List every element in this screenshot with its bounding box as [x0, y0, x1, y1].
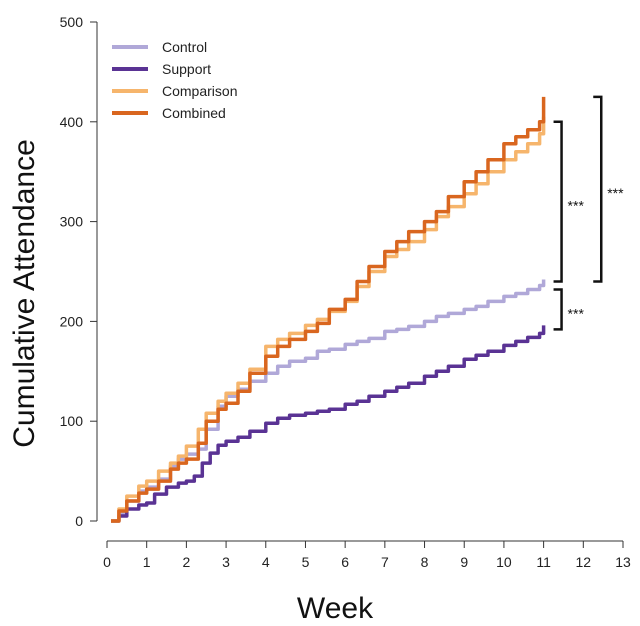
series-line-control — [111, 279, 546, 523]
x-tick-label: 3 — [222, 554, 230, 570]
series-line-comparison — [111, 116, 546, 523]
significance-label: *** — [568, 305, 585, 321]
significance-bracket — [593, 95, 603, 283]
legend-label: Control — [162, 39, 207, 55]
x-tick-label: 10 — [496, 554, 512, 570]
x-tick-label: 11 — [536, 554, 551, 570]
series-line-support — [111, 325, 546, 523]
x-tick-label: 5 — [302, 554, 310, 570]
significance-bracket — [553, 120, 563, 283]
significance-annotations: *** *** *** — [553, 95, 624, 331]
x-tick-label: 12 — [576, 554, 592, 570]
significance-label: *** — [607, 185, 624, 201]
x-tick-label: 8 — [421, 554, 429, 570]
significance-label: *** — [568, 198, 585, 214]
series-lines — [111, 96, 546, 523]
significance-bracket — [553, 288, 563, 331]
y-axis-title: Cumulative Attendance — [8, 139, 41, 448]
legend-label: Comparison — [162, 83, 237, 99]
legend: Control Support Comparison Combined — [112, 39, 237, 121]
y-tick-label: 200 — [60, 313, 84, 329]
x-tick-label: 4 — [262, 554, 270, 570]
y-tick-label: 100 — [60, 413, 84, 429]
y-tick-label: 0 — [75, 513, 83, 529]
x-axis-title: Week — [297, 592, 374, 625]
x-tick-label: 13 — [615, 554, 631, 570]
legend-label: Combined — [162, 105, 226, 121]
y-tick-label: 400 — [60, 114, 84, 130]
y-tick-label: 300 — [60, 214, 84, 230]
x-tick-label: 7 — [381, 554, 389, 570]
x-tick-label: 0 — [103, 554, 111, 570]
y-tick-label: 500 — [60, 14, 84, 30]
x-tick-label: 9 — [460, 554, 468, 570]
legend-label: Support — [162, 61, 211, 77]
x-tick-label: 2 — [182, 554, 190, 570]
series-line-combined — [111, 96, 546, 523]
x-tick-label: 1 — [143, 554, 151, 570]
x-tick-label: 6 — [341, 554, 349, 570]
